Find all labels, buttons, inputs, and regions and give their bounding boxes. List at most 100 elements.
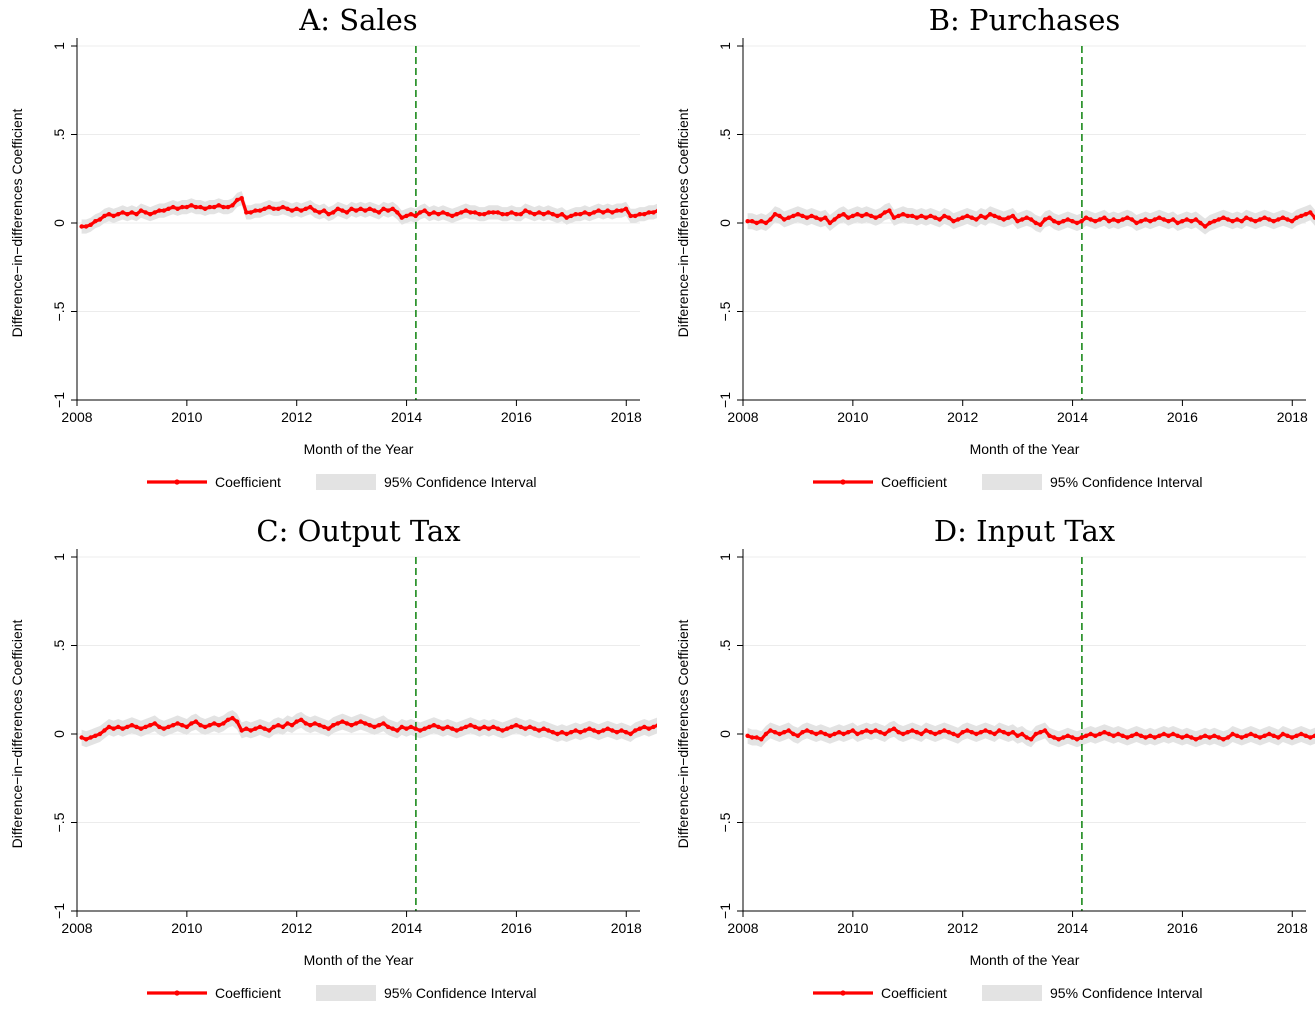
coefficient-point bbox=[937, 730, 942, 735]
coefficient-point bbox=[1276, 217, 1281, 222]
coefficient-point bbox=[777, 731, 782, 737]
chart-d: D: Input Tax −1 −.5 0 .5 1 2008 2010 2012 2014 201… bbox=[675, 514, 1315, 1001]
x-tick-label: 2018 bbox=[1277, 920, 1308, 936]
coefficient-point bbox=[804, 728, 810, 733]
coefficient-point bbox=[1166, 733, 1171, 738]
coefficient-point bbox=[395, 728, 400, 733]
coefficient-point bbox=[450, 726, 455, 731]
coefficient-point bbox=[655, 208, 657, 213]
coefficient-point bbox=[253, 208, 258, 213]
coefficient-point bbox=[568, 213, 574, 219]
coefficient-point bbox=[1221, 737, 1226, 742]
coefficient-point bbox=[312, 208, 318, 213]
coefficient-point bbox=[983, 728, 988, 733]
coefficient-point bbox=[1093, 733, 1098, 738]
chart-c: C: Output Tax −1 −.5 0 .5 1 2008 2010 2012 2014 20… bbox=[9, 514, 657, 1001]
coefficient-point bbox=[363, 721, 368, 726]
x-tick-label: 2008 bbox=[727, 409, 758, 425]
coefficient-point bbox=[408, 212, 414, 217]
coefficient-point bbox=[1102, 730, 1107, 735]
coefficient-point bbox=[486, 726, 491, 731]
coefficient-point bbox=[763, 731, 769, 737]
coefficient-point bbox=[546, 210, 551, 215]
coefficient-point bbox=[768, 728, 773, 733]
coefficient-point bbox=[532, 212, 537, 217]
coefficient-point bbox=[491, 210, 496, 215]
coefficient-point bbox=[1234, 217, 1240, 222]
legend-coefficient-label: Coefficient bbox=[215, 985, 281, 1001]
coefficient-point bbox=[482, 212, 487, 217]
coefficient-point bbox=[518, 212, 523, 217]
coefficient-point bbox=[905, 213, 910, 219]
coefficient-point bbox=[891, 215, 897, 220]
x-axis-label: Month of the Year bbox=[970, 952, 1080, 968]
coefficient-point bbox=[1042, 217, 1048, 222]
legend-ci-swatch bbox=[982, 474, 1042, 490]
coefficient-point bbox=[198, 723, 203, 728]
coefficient-point bbox=[974, 731, 979, 737]
coefficient-point bbox=[321, 724, 327, 730]
coefficient-point bbox=[1024, 735, 1029, 740]
coefficient-point bbox=[175, 721, 180, 726]
coefficient-point bbox=[1088, 217, 1093, 222]
coefficient-point bbox=[850, 213, 855, 219]
coefficient-point bbox=[1001, 217, 1006, 222]
coefficient-point bbox=[248, 728, 253, 733]
legend-coefficient-marker bbox=[174, 990, 180, 996]
coefficient-point bbox=[946, 730, 952, 735]
coefficient-point bbox=[230, 203, 235, 208]
coefficient-point bbox=[651, 210, 656, 215]
coefficient-point bbox=[855, 731, 860, 737]
coefficient-point bbox=[777, 213, 782, 219]
coefficient-point bbox=[244, 210, 249, 215]
coefficient-point bbox=[578, 730, 583, 735]
coefficient-point bbox=[413, 213, 418, 219]
coefficient-point bbox=[1083, 733, 1089, 738]
coefficient-point bbox=[873, 215, 878, 220]
coefficient-point bbox=[923, 215, 929, 220]
coefficient-point bbox=[655, 723, 657, 728]
coefficient-point bbox=[564, 731, 569, 737]
coefficient-point bbox=[1221, 215, 1226, 220]
coefficient-point bbox=[1125, 735, 1130, 740]
x-tick-label: 2014 bbox=[1057, 920, 1088, 936]
coefficient-point bbox=[193, 719, 199, 724]
coefficient-point bbox=[610, 210, 615, 215]
coefficient-point bbox=[1294, 733, 1299, 738]
coefficient-point bbox=[317, 210, 322, 215]
coefficient-point bbox=[1299, 213, 1304, 219]
coefficient-point bbox=[335, 721, 340, 726]
y-tick-label: −1 bbox=[51, 903, 67, 919]
coefficient-point bbox=[841, 212, 846, 217]
coefficient-point bbox=[987, 730, 993, 735]
coefficient-point bbox=[1161, 731, 1167, 737]
coefficient-point bbox=[1267, 731, 1272, 737]
coefficient-point bbox=[942, 213, 947, 219]
coefficient-point bbox=[605, 208, 610, 213]
coefficient-point bbox=[749, 219, 755, 224]
coefficient-point bbox=[148, 723, 153, 728]
x-tick-label: 2010 bbox=[171, 920, 202, 936]
coefficient-point bbox=[1038, 222, 1043, 227]
coefficient-point bbox=[546, 728, 551, 733]
coefficient-point bbox=[88, 735, 93, 740]
coefficient-point bbox=[1148, 733, 1153, 738]
coefficient-point bbox=[809, 213, 814, 219]
coefficient-point bbox=[216, 203, 221, 208]
y-tick-label: .5 bbox=[717, 639, 733, 651]
coefficient-point bbox=[891, 726, 897, 731]
coefficient-point bbox=[299, 717, 304, 722]
coefficient-point bbox=[134, 212, 139, 217]
coefficient-point bbox=[413, 726, 418, 731]
coefficient-point bbox=[628, 213, 633, 219]
coefficient-point bbox=[800, 213, 805, 219]
coefficient-point bbox=[795, 733, 801, 738]
coefficient-point bbox=[1106, 731, 1112, 737]
coefficient-point bbox=[1189, 219, 1194, 224]
coefficient-point bbox=[1079, 735, 1084, 740]
coefficient-point bbox=[1129, 217, 1135, 222]
y-tick-label: −1 bbox=[51, 392, 67, 408]
coefficient-point bbox=[326, 212, 331, 217]
coefficient-point bbox=[404, 213, 409, 219]
coefficient-point bbox=[271, 724, 276, 730]
